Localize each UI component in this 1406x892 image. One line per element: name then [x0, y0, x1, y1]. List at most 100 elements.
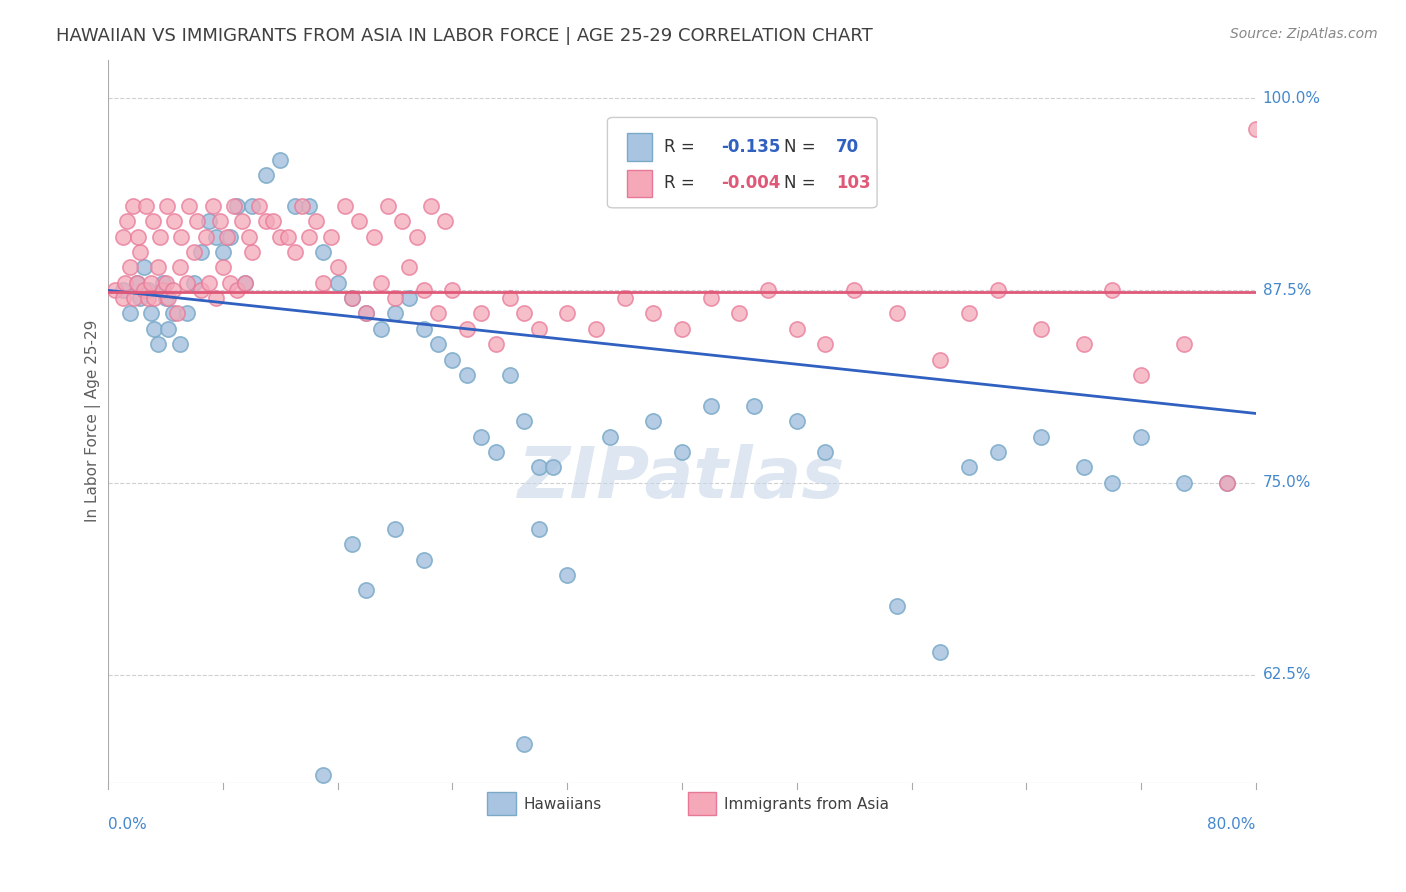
Point — [929, 352, 952, 367]
Point — [197, 276, 219, 290]
Point — [209, 214, 232, 228]
Point — [599, 429, 621, 443]
Point — [886, 306, 908, 320]
Point — [987, 445, 1010, 459]
Point — [1073, 460, 1095, 475]
Point — [190, 284, 212, 298]
Point — [115, 214, 138, 228]
Point — [312, 768, 335, 782]
Point — [391, 214, 413, 228]
Point — [363, 229, 385, 244]
Point — [212, 260, 235, 275]
Point — [114, 276, 136, 290]
Text: N =: N = — [785, 138, 821, 156]
Point — [1173, 337, 1195, 351]
Point — [756, 284, 779, 298]
Point — [441, 284, 464, 298]
Text: R =: R = — [664, 138, 700, 156]
Point — [340, 291, 363, 305]
Point — [132, 284, 155, 298]
Point — [1216, 475, 1239, 490]
FancyBboxPatch shape — [688, 792, 717, 815]
Point — [152, 284, 174, 298]
Point — [555, 568, 578, 582]
Point — [111, 284, 134, 298]
Point — [152, 276, 174, 290]
Text: Hawaiians: Hawaiians — [523, 797, 602, 812]
Point — [269, 229, 291, 244]
Point — [163, 214, 186, 228]
Text: HAWAIIAN VS IMMIGRANTS FROM ASIA IN LABOR FORCE | AGE 25-29 CORRELATION CHART: HAWAIIAN VS IMMIGRANTS FROM ASIA IN LABO… — [56, 27, 873, 45]
Point — [434, 214, 457, 228]
Point — [183, 244, 205, 259]
Point — [269, 153, 291, 167]
Point — [254, 214, 277, 228]
Point — [312, 276, 335, 290]
Point — [420, 199, 443, 213]
Point — [513, 414, 536, 428]
Point — [127, 229, 149, 244]
Point — [219, 276, 242, 290]
Point — [128, 291, 150, 305]
Point — [356, 583, 378, 598]
Point — [1216, 475, 1239, 490]
Point — [186, 214, 208, 228]
Point — [527, 522, 550, 536]
Point — [484, 337, 506, 351]
Point — [143, 291, 166, 305]
Point — [143, 322, 166, 336]
Point — [177, 199, 200, 213]
Point — [121, 199, 143, 213]
Point — [398, 260, 420, 275]
Point — [217, 229, 239, 244]
Point — [277, 229, 299, 244]
Point — [499, 368, 522, 382]
Point — [233, 276, 256, 290]
Point — [190, 244, 212, 259]
Point — [412, 284, 434, 298]
Point — [141, 276, 163, 290]
Text: 103: 103 — [835, 174, 870, 193]
Point — [298, 229, 321, 244]
Point — [1130, 429, 1153, 443]
Point — [456, 322, 478, 336]
Point — [786, 414, 808, 428]
Point — [157, 291, 180, 305]
Point — [427, 337, 450, 351]
Text: -0.004: -0.004 — [721, 174, 780, 193]
Point — [176, 276, 198, 290]
Point — [183, 276, 205, 290]
Text: 0.0%: 0.0% — [108, 817, 148, 832]
Point — [149, 229, 172, 244]
Text: -0.135: -0.135 — [721, 138, 780, 156]
Point — [326, 276, 349, 290]
Point — [814, 337, 837, 351]
Point — [643, 306, 665, 320]
Point — [157, 322, 180, 336]
Point — [484, 445, 506, 459]
Point — [742, 399, 765, 413]
Point — [169, 337, 191, 351]
Text: 87.5%: 87.5% — [1263, 283, 1310, 298]
Y-axis label: In Labor Force | Age 25-29: In Labor Force | Age 25-29 — [86, 320, 101, 523]
Point — [541, 460, 564, 475]
Point — [231, 214, 253, 228]
Text: N =: N = — [785, 174, 821, 193]
Point — [370, 276, 392, 290]
Point — [377, 199, 399, 213]
Point — [929, 645, 952, 659]
Point — [138, 284, 160, 298]
Point — [298, 199, 321, 213]
Point — [205, 291, 228, 305]
Point — [842, 284, 865, 298]
Point — [398, 291, 420, 305]
Point — [699, 291, 721, 305]
Point — [349, 214, 371, 228]
Point — [254, 168, 277, 182]
Point — [142, 214, 165, 228]
Point — [226, 284, 249, 298]
Point — [118, 306, 141, 320]
Point — [240, 199, 263, 213]
Point — [370, 322, 392, 336]
Point — [427, 306, 450, 320]
